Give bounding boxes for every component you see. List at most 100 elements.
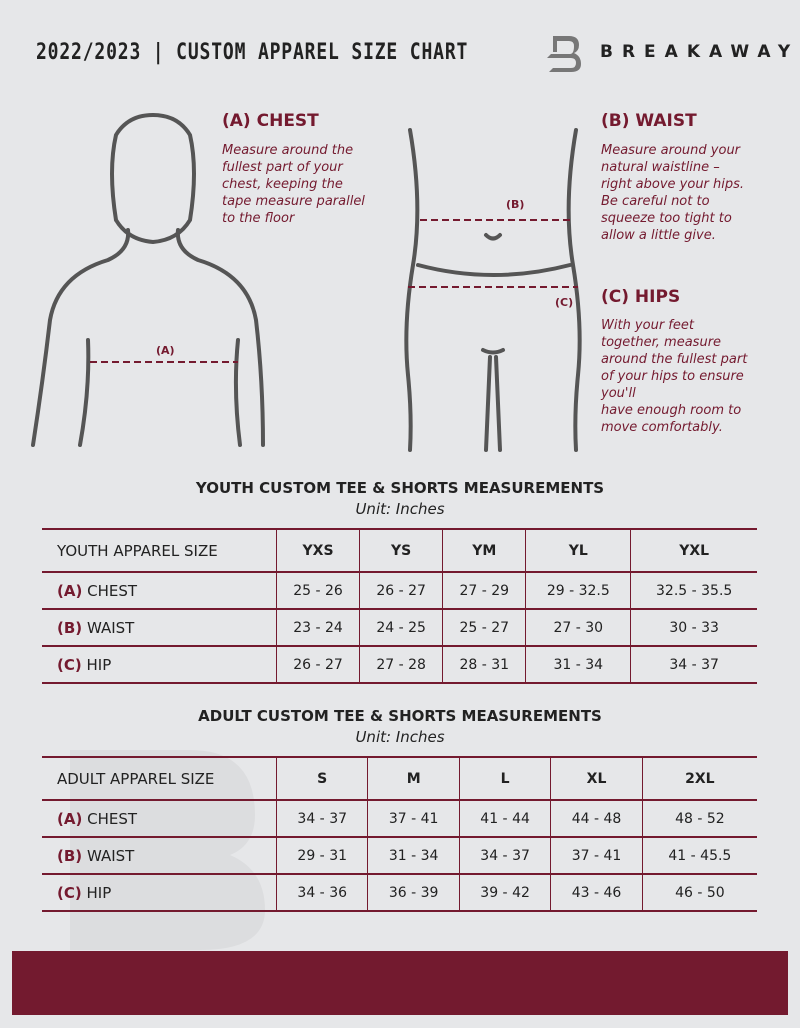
table-row: (C) HIP 26 - 27 27 - 28 28 - 31 31 - 34 34 - …: [42, 645, 757, 684]
row-label: (A) CHEST: [42, 571, 277, 610]
lower-body-figure: [404, 128, 582, 452]
table-cell: 31 - 34: [525, 645, 631, 684]
column-header: M: [367, 756, 460, 801]
table-row: (C) HIP 34 - 36 36 - 39 39 - 42 43 - 46 46 - …: [42, 873, 757, 912]
table-cell: 34 - 37: [630, 645, 757, 684]
desc-line: fullest part of your: [222, 160, 343, 175]
table-cell: 31 - 34: [367, 836, 460, 875]
table-row: (B) WAIST 29 - 31 31 - 34 34 - 37 37 - 41 41 …: [42, 836, 757, 875]
page-title: 2022/2023 | CUSTOM APPAREL SIZE CHART: [36, 40, 469, 65]
hips-description: With your feet together, measure around …: [601, 317, 747, 436]
desc-line: squeeze too tight to: [601, 211, 732, 226]
table-cell: 27 - 30: [525, 608, 631, 647]
table-cell: 29 - 32.5: [525, 571, 631, 610]
table-cell: 37 - 41: [550, 836, 643, 875]
chest-description: Measure around the fullest part of your …: [222, 142, 365, 227]
column-header: YL: [525, 528, 631, 573]
table-cell: 29 - 31: [275, 836, 368, 875]
brand-name: BREAKAWAY: [600, 42, 800, 62]
desc-line: Measure around the: [222, 143, 354, 158]
adult-size-table: ADULT APPAREL SIZE S M L XL 2XL (A) CHEST 34 - …: [42, 756, 757, 912]
table-cell: 39 - 42: [458, 873, 551, 912]
table-cell: 36 - 39: [367, 873, 460, 912]
column-header: YM: [442, 528, 526, 573]
row-code: (A): [57, 809, 83, 828]
row-name: CHEST: [87, 809, 138, 828]
table-cell: 37 - 41: [367, 799, 460, 838]
column-header: XL: [550, 756, 643, 801]
desc-line: allow a little give.: [601, 228, 716, 243]
table-cell: 41 - 45.5: [641, 836, 757, 875]
chest-heading: (A) CHEST: [222, 111, 319, 131]
youth-unit: Unit: Inches: [355, 500, 445, 518]
column-header: S: [275, 756, 368, 801]
row-label: (B) WAIST: [42, 608, 277, 647]
table-cell: 43 - 46: [550, 873, 643, 912]
hips-guide: (C) HIPS With your feet together, measur…: [601, 287, 747, 436]
desc-line: to the floor: [222, 211, 295, 226]
desc-line: chest, keeping the: [222, 177, 343, 192]
header-row: YOUTH APPAREL SIZE YXS YS YM YL YXL: [42, 528, 757, 573]
row-code: (C): [57, 655, 82, 674]
row-name: HIP: [86, 883, 112, 902]
column-header: ADULT APPAREL SIZE: [42, 756, 277, 801]
table-cell: 25 - 27: [442, 608, 526, 647]
desc-line: move comfortably.: [601, 420, 723, 435]
desc-line: Be careful not to: [601, 194, 710, 209]
table-cell: 27 - 29: [442, 571, 526, 610]
header-row: ADULT APPAREL SIZE S M L XL 2XL: [42, 756, 757, 801]
row-code: (B): [57, 846, 83, 865]
table-cell: 32.5 - 35.5: [630, 571, 757, 610]
desc-line: around the fullest part: [601, 352, 748, 367]
youth-size-table: YOUTH APPAREL SIZE YXS YS YM YL YXL (A) CHEST 2…: [42, 528, 757, 684]
footer-bar: [12, 951, 788, 1015]
column-header: YXL: [630, 528, 757, 573]
table-cell: 46 - 50: [641, 873, 757, 912]
waist-tag: (B): [506, 198, 525, 211]
table-row: (B) WAIST 23 - 24 24 - 25 25 - 27 27 - 30 30 …: [42, 608, 757, 647]
row-code: (B): [57, 618, 83, 637]
desc-line: natural waistline –: [601, 160, 720, 175]
column-header: YS: [359, 528, 443, 573]
waist-description: Measure around your natural waistline – …: [601, 142, 744, 244]
desc-line: tape measure parallel: [222, 194, 365, 209]
table-cell: 26 - 27: [275, 645, 360, 684]
row-code: (A): [57, 581, 83, 600]
hip-tag: (C): [555, 296, 574, 309]
waist-heading: (B) WAIST: [601, 111, 697, 131]
desc-line: have enough room to: [601, 403, 742, 418]
column-header: L: [458, 756, 551, 801]
table-cell: 23 - 24: [275, 608, 360, 647]
table-cell: 34 - 36: [275, 873, 368, 912]
desc-line: together, measure: [601, 335, 722, 350]
row-code: (C): [57, 883, 82, 902]
row-name: CHEST: [87, 581, 138, 600]
desc-line: of your hips to ensure: [601, 369, 744, 384]
row-name: WAIST: [86, 618, 135, 637]
column-header: 2XL: [641, 756, 757, 801]
table-cell: 24 - 25: [359, 608, 443, 647]
table-row: (A) CHEST 25 - 26 26 - 27 27 - 29 29 - 32.5 3…: [42, 571, 757, 610]
adult-table-title: ADULT CUSTOM TEE & SHORTS MEASUREMENTS: [198, 707, 602, 725]
row-label: (B) WAIST: [42, 836, 277, 875]
row-label: (C) HIP: [42, 645, 277, 684]
table-cell: 48 - 52: [641, 799, 757, 838]
column-header: YXS: [275, 528, 360, 573]
adult-unit: Unit: Inches: [355, 728, 445, 746]
column-header: YOUTH APPAREL SIZE: [42, 528, 277, 573]
desc-line: you'll: [601, 386, 636, 401]
row-label: (C) HIP: [42, 873, 277, 912]
waist-guide: (B) WAIST Measure around your natural wa…: [601, 111, 744, 244]
chest-tag: (A): [156, 344, 175, 357]
chest-guide: (A) CHEST Measure around the fullest par…: [222, 111, 365, 227]
hips-heading: (C) HIPS: [601, 287, 681, 307]
table-cell: 34 - 37: [275, 799, 368, 838]
table-cell: 44 - 48: [550, 799, 643, 838]
table-cell: 41 - 44: [458, 799, 551, 838]
youth-table-title: YOUTH CUSTOM TEE & SHORTS MEASUREMENTS: [195, 479, 605, 497]
table-cell: 34 - 37: [458, 836, 551, 875]
desc-line: With your feet: [601, 318, 694, 333]
table-cell: 27 - 28: [359, 645, 443, 684]
desc-line: right above your hips.: [601, 177, 745, 192]
table-row: (A) CHEST 34 - 37 37 - 41 41 - 44 44 - 48 48 …: [42, 799, 757, 838]
